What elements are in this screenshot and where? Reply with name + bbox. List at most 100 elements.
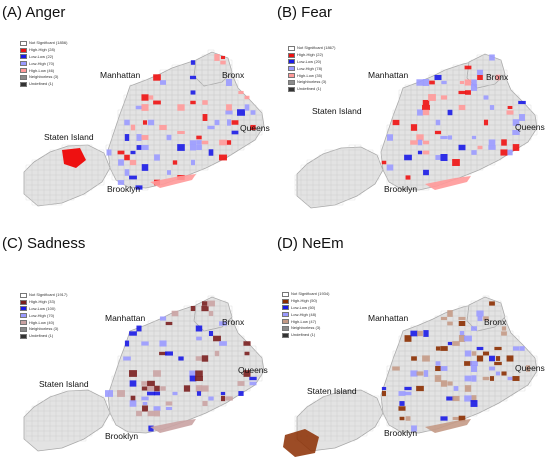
legend-swatch — [288, 86, 295, 92]
tract-outline — [530, 370, 538, 377]
tract-outline — [440, 310, 448, 317]
legend-swatch — [288, 45, 295, 51]
cluster-tract — [147, 385, 155, 392]
cluster-tract — [129, 175, 137, 180]
panel-title: (A) Anger — [2, 4, 66, 21]
cluster-tract — [423, 169, 429, 176]
tract-outline — [524, 380, 532, 387]
legend-item: Undefined (1) — [20, 333, 112, 340]
tract-outline — [360, 430, 368, 437]
cluster-tract — [213, 335, 221, 342]
cluster-tract — [219, 154, 227, 161]
label-manhattan: Manhattan — [105, 313, 146, 323]
cluster-tract — [130, 395, 136, 402]
tract-outline — [97, 420, 105, 427]
legend-swatch — [282, 319, 289, 325]
tract-outline — [354, 189, 362, 196]
cluster-tract — [404, 386, 412, 391]
cluster-tract — [447, 341, 453, 346]
cluster-tract — [459, 330, 465, 337]
cluster-tract — [453, 386, 459, 391]
cluster-tract — [410, 330, 418, 337]
cluster-tract — [501, 331, 507, 336]
cluster-tract — [189, 140, 197, 145]
cluster-tract — [429, 80, 435, 85]
cluster-tract — [458, 415, 466, 422]
cluster-tract — [208, 396, 214, 401]
cluster-tract — [219, 139, 227, 146]
cluster-tract — [141, 341, 149, 346]
cluster-tract — [244, 95, 250, 100]
cluster-tract — [488, 366, 496, 371]
label-bronx: Bronx — [222, 70, 245, 80]
cluster-overlay — [105, 300, 257, 433]
cluster-tract — [447, 381, 453, 386]
tract-outline — [255, 129, 263, 136]
cluster-tract — [410, 124, 418, 131]
cluster-tract — [410, 140, 418, 145]
cluster-tract — [147, 119, 155, 126]
cluster-tract — [201, 355, 209, 362]
cluster-tract — [440, 154, 448, 161]
cluster-tract — [507, 105, 513, 110]
cluster-tract — [172, 391, 178, 396]
label-staten-island: Staten Island — [44, 132, 94, 142]
cluster-tract — [189, 375, 197, 382]
cluster-tract — [195, 325, 203, 332]
tract-outline — [476, 164, 484, 171]
cluster-tract — [136, 145, 142, 150]
cluster-tract — [465, 90, 471, 95]
cluster-tract — [154, 385, 160, 392]
tract-outline — [518, 385, 526, 392]
cluster-tract — [440, 95, 448, 100]
tract-outline — [488, 370, 496, 377]
label-brooklyn: Brooklyn — [105, 431, 139, 441]
cluster-tract — [129, 370, 137, 377]
tract-outline — [348, 435, 356, 442]
cluster-tract — [422, 104, 430, 111]
cluster-tract — [458, 104, 466, 111]
label-bronx: Bronx — [484, 317, 507, 327]
cluster-tract — [225, 396, 233, 401]
cluster-tract — [452, 341, 460, 346]
cluster-tract — [518, 100, 526, 105]
cluster-tract — [244, 104, 250, 111]
legend-item: Low-Low (100) — [20, 306, 112, 313]
legend-swatch — [20, 299, 27, 305]
cluster-tract — [243, 341, 251, 346]
cluster-tract — [250, 124, 256, 131]
label-staten-island: Staten Island — [312, 106, 362, 116]
legend-item: High-High (28) — [20, 47, 112, 54]
legend-swatch — [20, 40, 27, 46]
cluster-tract — [166, 134, 172, 141]
cluster-tract — [494, 361, 502, 366]
cluster-tract — [237, 109, 245, 116]
cluster-tract — [422, 140, 430, 145]
nyc-land — [23, 49, 265, 207]
cluster-tract — [105, 390, 113, 397]
cluster-tract — [381, 390, 387, 397]
cluster-tract — [165, 351, 173, 356]
legend-item: Neighborless (3) — [282, 325, 374, 332]
cluster-tract — [208, 149, 214, 156]
cluster-tract — [153, 370, 161, 377]
cluster-tract — [136, 410, 142, 417]
tract-outline — [189, 134, 197, 141]
legend-swatch — [282, 305, 289, 311]
cluster-tract — [440, 135, 448, 140]
cluster-tract — [147, 380, 155, 387]
tract-outline — [85, 184, 93, 191]
cluster-tract — [249, 376, 257, 381]
cluster-tract — [458, 316, 466, 321]
cluster-tract — [434, 74, 442, 81]
cluster-tract — [117, 390, 125, 397]
cluster-tract — [410, 370, 418, 377]
cluster-tract — [452, 159, 460, 166]
cluster-tract — [471, 326, 477, 331]
tract-outline — [225, 149, 233, 156]
cluster-overlay — [62, 54, 256, 190]
cluster-tract — [428, 94, 436, 101]
cluster-tract — [447, 109, 453, 116]
cluster-tract — [519, 346, 525, 351]
cluster-tract — [506, 110, 514, 115]
